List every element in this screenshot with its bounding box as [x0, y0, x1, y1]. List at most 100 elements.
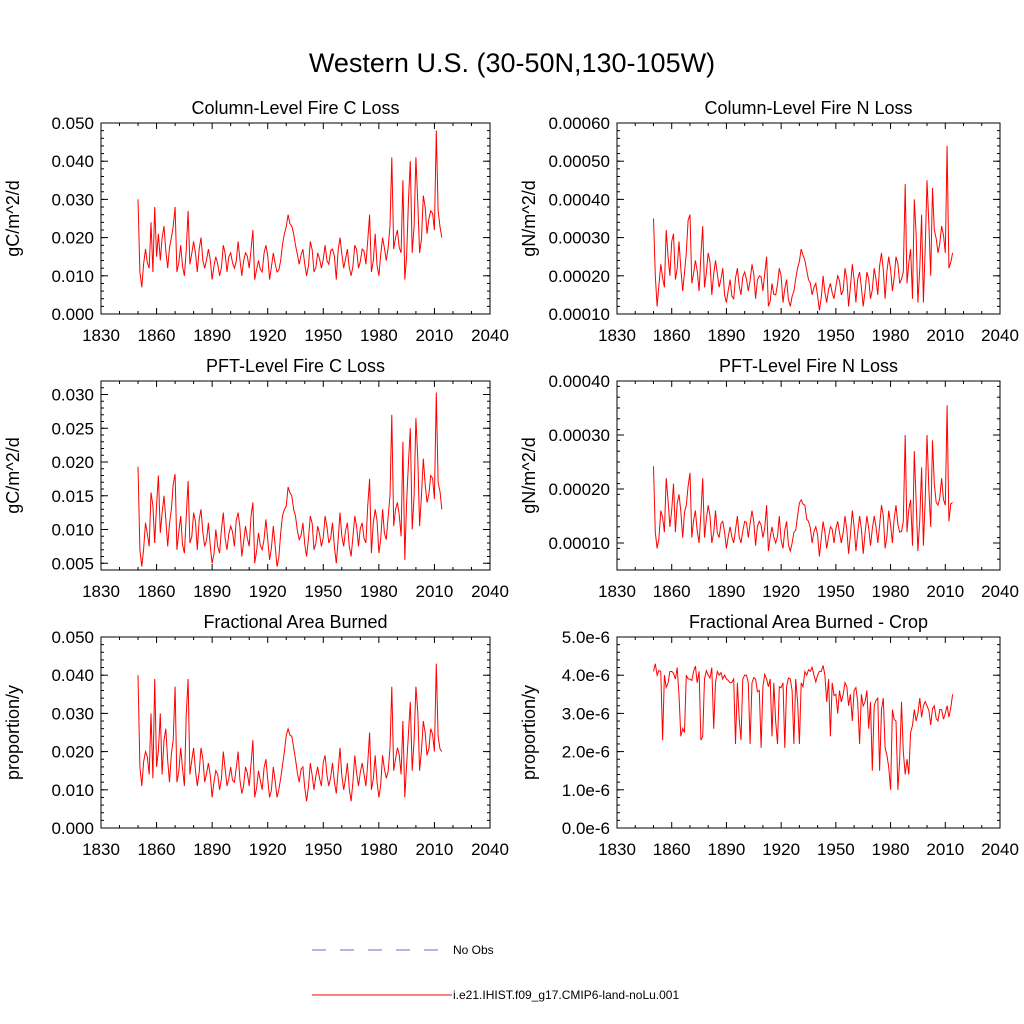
y-tick-label: 0.010 [51, 781, 94, 800]
plot-frame [616, 122, 1001, 315]
y-tick-label: 0.000 [51, 305, 94, 324]
y-tick-label: 0.00040 [549, 190, 610, 209]
series-line [137, 130, 443, 288]
x-tick-label: 1830 [82, 582, 120, 601]
y-tick-label: 4.0e-6 [562, 666, 610, 685]
y-tick-label: 0.050 [51, 628, 94, 647]
x-tick-label: 1890 [708, 582, 746, 601]
legend-model-label: i.e21.IHIST.f09_g17.CMIP6-land-noLu.001 [453, 988, 679, 1002]
series-line [653, 663, 954, 790]
plot-frame [616, 636, 1001, 829]
y-tick-label: 0.005 [51, 554, 94, 573]
x-tick-label: 2010 [926, 582, 964, 601]
y-tick-label: 0.000 [51, 819, 94, 838]
x-tick-label: 1890 [193, 840, 231, 859]
panel-3: PFT-Level Fire C Loss gC/m^2/d 1830 1860 189… [3, 356, 509, 601]
x-tick-label: 1920 [762, 326, 800, 345]
x-tick-label: 1920 [249, 582, 287, 601]
x-tick-label: 1860 [653, 582, 691, 601]
x-tick-label: 1920 [762, 582, 800, 601]
x-tick-label: 1980 [360, 840, 398, 859]
y-tick-label: 5.0e-6 [562, 628, 610, 647]
plot-frame [100, 636, 491, 829]
x-tick-label: 1980 [360, 326, 398, 345]
x-tick-label: 1830 [598, 840, 636, 859]
x-tick-label: 1890 [193, 582, 231, 601]
x-tick-label: 2010 [416, 582, 454, 601]
x-tick-label: 1860 [138, 326, 176, 345]
panel-title: Column-Level Fire N Loss [704, 98, 912, 118]
y-tick-label: 0.020 [51, 453, 94, 472]
x-tick-label: 1980 [872, 582, 910, 601]
panel-4: PFT-Level Fire N Loss gN/m^2/d 1830 1860 189… [519, 356, 1019, 601]
x-tick-label: 1890 [708, 326, 746, 345]
y-tick-label: 0.040 [51, 152, 94, 171]
series-line [653, 145, 954, 311]
figure-title: Western U.S. (30-50N,130-105W) [308, 48, 716, 78]
x-tick-label: 2010 [416, 326, 454, 345]
y-tick-label: 0.00010 [549, 305, 610, 324]
y-tick-label: 0.030 [51, 704, 94, 723]
x-tick-label: 1830 [598, 326, 636, 345]
x-tick-label: 1860 [138, 840, 176, 859]
y-tick-label: 0.030 [51, 386, 94, 405]
y-tick-label: 0.00020 [549, 480, 610, 499]
panel-title: PFT-Level Fire C Loss [206, 356, 385, 376]
y-axis-label: gN/m^2/d [519, 180, 539, 256]
y-axis-label: proportion/y [3, 685, 23, 780]
panel-1: Column-Level Fire C Loss gC/m^2/d 1830 1860… [3, 98, 509, 345]
y-tick-label: 0.040 [51, 666, 94, 685]
y-tick-label: 0.00030 [549, 426, 610, 445]
x-tick-label: 1980 [360, 582, 398, 601]
x-tick-label: 1920 [762, 840, 800, 859]
x-tick-label: 1830 [598, 582, 636, 601]
panel-title: Fractional Area Burned - Crop [689, 612, 928, 632]
y-axis-label: gN/m^2/d [519, 437, 539, 513]
x-tick-label: 1980 [872, 326, 910, 345]
x-tick-label: 2010 [416, 840, 454, 859]
y-tick-label: 0.00020 [549, 267, 610, 286]
x-tick-label: 1830 [82, 326, 120, 345]
x-tick-label: 1920 [249, 326, 287, 345]
x-tick-label: 1950 [304, 326, 342, 345]
x-tick-label: 2010 [926, 840, 964, 859]
series-line [653, 405, 953, 557]
y-tick-label: 0.030 [51, 190, 94, 209]
series-line [137, 392, 443, 567]
y-axis-label: gC/m^2/d [3, 180, 23, 256]
plot-frame [100, 122, 491, 315]
y-tick-label: 0.00030 [549, 229, 610, 248]
x-tick-label: 2010 [926, 326, 964, 345]
x-tick-label: 1860 [138, 582, 176, 601]
panel-title: Fractional Area Burned [203, 612, 387, 632]
x-tick-label: 2040 [471, 326, 509, 345]
x-tick-label: 2040 [471, 840, 509, 859]
panel-2: Column-Level Fire N Loss gN/m^2/d 1830 1860… [519, 98, 1019, 345]
y-tick-label: 0.00010 [549, 534, 610, 553]
plot-frame [616, 380, 1001, 571]
x-tick-label: 1950 [817, 326, 855, 345]
x-tick-label: 1950 [304, 840, 342, 859]
panel-5: Fractional Area Burned proportion/y 1830 18… [3, 612, 509, 859]
y-tick-label: 0.025 [51, 419, 94, 438]
y-tick-label: 0.015 [51, 487, 94, 506]
x-tick-label: 2040 [981, 840, 1019, 859]
x-tick-label: 1890 [708, 840, 746, 859]
x-tick-label: 1980 [872, 840, 910, 859]
y-tick-label: 0.020 [51, 743, 94, 762]
y-tick-label: 2.0e-6 [562, 743, 610, 762]
x-tick-label: 2040 [471, 582, 509, 601]
y-tick-label: 0.00040 [549, 372, 610, 391]
x-tick-label: 1950 [817, 840, 855, 859]
x-tick-label: 1890 [193, 326, 231, 345]
y-tick-label: 1.0e-6 [562, 781, 610, 800]
y-tick-label: 0.010 [51, 521, 94, 540]
y-tick-label: 0.010 [51, 267, 94, 286]
panel-6: Fractional Area Burned - Crop proportion/… [519, 612, 1019, 859]
y-tick-label: 0.00050 [549, 152, 610, 171]
x-tick-label: 2040 [981, 326, 1019, 345]
panel-title: Column-Level Fire C Loss [191, 98, 399, 118]
y-tick-label: 0.00060 [549, 114, 610, 133]
x-tick-label: 1950 [304, 582, 342, 601]
